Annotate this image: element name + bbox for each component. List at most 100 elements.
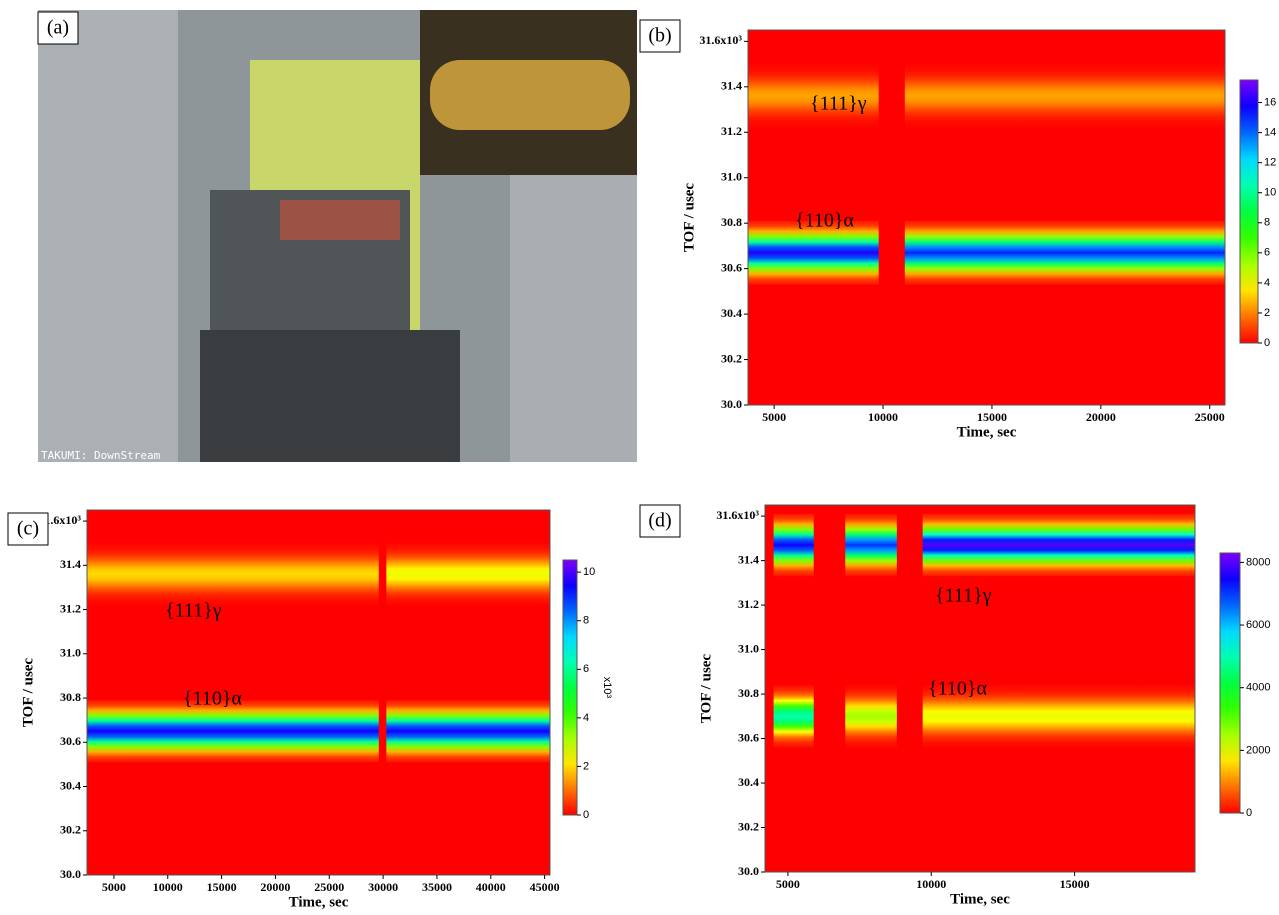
colorbar-tick-label: 14 [1264,127,1276,139]
y-tick-label: 30.6 [60,734,81,748]
heatmap-band [845,685,897,748]
heatmap-band [87,543,379,606]
door-right [510,120,637,462]
heatmap-band [386,543,550,606]
x-tick-label: 30000 [368,880,398,894]
x-tick-label: 5000 [102,880,126,894]
y-tick-label: 31.4 [738,552,759,566]
y-tick-label: 30.8 [60,690,81,704]
heatmap-band [904,64,1225,128]
y-tick-label: 31.4 [60,557,81,571]
colorbar [1239,79,1259,344]
colorbar-tick-label: 0 [583,809,589,821]
y-tick-label: 30.4 [738,775,759,789]
y-axis-label: TOF / usec [698,654,714,724]
colorbar-tick-label: 6 [1264,247,1270,259]
y-tick-label: 30.0 [721,397,742,411]
x-axis-label: Time, sec [289,894,349,910]
colorbar-tick-label: 4 [1264,277,1270,289]
y-tick-label: 30.8 [721,215,742,229]
peak-annotation: {111}γ [165,600,222,622]
panel-label-box [37,11,79,45]
peak-annotation: {110}α [795,210,854,232]
colorbar-tick-label: 8000 [1246,556,1270,568]
x-tick-label: 15000 [977,410,1007,424]
colorbar-tick-label: 2 [583,760,589,772]
y-tick-label: 31.6x10³ [716,508,759,522]
y-tick-label: 30.0 [60,867,81,881]
y-tick-label: 31.0 [60,646,81,660]
colorbar-tick-label: 6 [583,663,589,675]
y-tick-label: 30.4 [60,778,81,792]
colorbar-tick-label: 4 [583,712,589,724]
x-tick-label: 35000 [422,880,452,894]
colorbar [562,559,578,816]
colorbar [1219,552,1241,814]
plot-frame [86,509,551,876]
colorbar-tick-label: 8 [1264,217,1270,229]
y-tick-label: 30.6 [738,730,759,744]
y-tick-label: 31.2 [60,601,81,615]
x-tick-label: 15000 [1060,877,1090,891]
panel-label-box [639,19,681,53]
heatmap-band [773,685,814,748]
y-tick-label: 31.0 [738,641,759,655]
colorbar-tick-label: 4000 [1246,682,1270,694]
plot-frame [747,29,1226,406]
x-tick-label: 40000 [476,880,506,894]
colorbar-tick-label: 8 [583,615,589,627]
heatmap-band [922,685,1195,748]
x-tick-label: 5000 [776,877,800,891]
x-tick-label: 15000 [207,880,237,894]
peak-annotation: {111}γ [810,93,867,115]
panel-label: (b) [648,25,671,47]
y-tick-label: 30.2 [60,823,81,837]
peak-annotation: {110}α [183,688,242,710]
heatmap-band [748,220,879,285]
y-tick-label: 31.6x10³ [699,33,742,47]
heatmap-band [773,513,814,577]
colorbar-tick-label: 0 [1246,807,1252,819]
panel-label: (c) [17,518,39,540]
peak-annotation: {111}γ [935,585,992,607]
y-tick-label: 31.2 [738,597,759,611]
panel-label-box [7,512,49,546]
heatmap-band [904,220,1225,285]
x-axis-label: Time, sec [950,891,1010,907]
y-axis-label: TOF / usec [681,183,697,253]
heatmap-band [386,700,550,763]
heatmap-band [922,513,1195,577]
photo: TAKUMI: DownStream (a) [37,10,637,462]
photo-caption: TAKUMI: DownStream [41,449,161,462]
y-tick-label: 31.4 [721,79,742,93]
colorbar-tick-label: 16 [1264,96,1276,108]
x-axis-label: Time, sec [957,424,1017,440]
y-tick-label: 31.6x10³ [38,513,81,527]
panel-label-box [639,504,681,538]
colorbar-tick-label: 2000 [1246,744,1270,756]
x-tick-label: 45000 [530,880,560,894]
base [200,330,460,462]
x-tick-label: 5000 [762,410,786,424]
x-tick-label: 10000 [868,410,898,424]
x-tick-label: 10000 [153,880,183,894]
y-tick-label: 30.2 [721,351,742,365]
y-tick-label: 30.8 [738,686,759,700]
colorbar-tick-label: 10 [1264,187,1276,199]
y-tick-label: 31.0 [721,169,742,183]
panel-label: (a) [47,17,69,39]
peak-annotation: {110}α [928,678,987,700]
y-tick-label: 30.4 [721,306,742,320]
sample [280,200,400,240]
colorbar-tick-label: 2 [1264,307,1270,319]
heatmap-band [845,513,897,577]
door-left [38,10,178,462]
y-axis-label: TOF / usec [20,658,36,728]
colorbar-tick-label: 0 [1264,337,1270,349]
colorbar-tick-label: 12 [1264,157,1276,169]
inset-tube [430,60,630,130]
x-tick-label: 25000 [314,880,344,894]
x-tick-label: 10000 [916,877,946,891]
